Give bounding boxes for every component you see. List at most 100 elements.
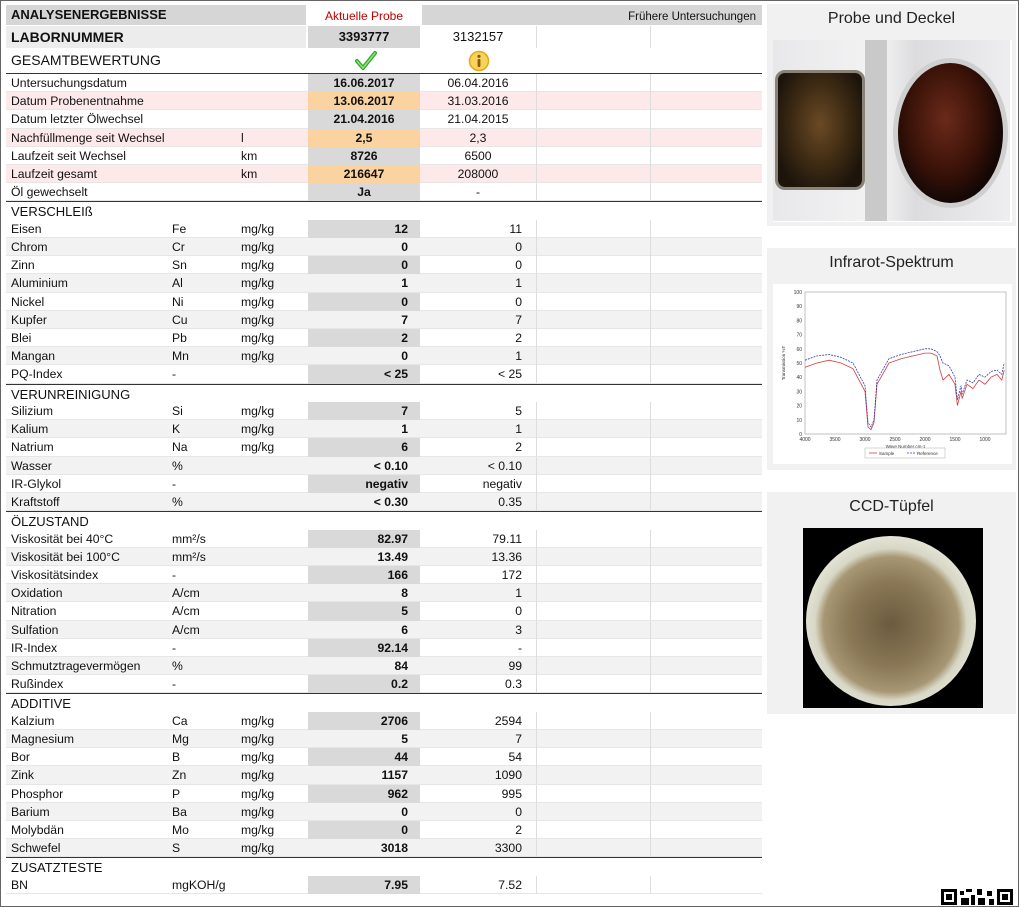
previous-value: < 0.10 xyxy=(487,458,522,473)
row-symbol: mgKOH/g xyxy=(172,877,226,892)
empty-cell xyxy=(650,164,762,183)
current-sample-label: Aktuelle Probe xyxy=(324,9,404,23)
empty-cell xyxy=(536,292,648,311)
current-value: 7 xyxy=(401,312,408,327)
zusatztests-rows: BN mgKOH/g 7.95 7.52 xyxy=(6,875,762,895)
current-value: 13.06.2017 xyxy=(308,92,420,111)
empty-cell xyxy=(650,256,762,275)
row-label: Mangan xyxy=(11,349,56,364)
previous-value: 1 xyxy=(515,422,522,437)
current-value: < 25 xyxy=(308,365,420,384)
row-label: IR-Index xyxy=(11,640,58,655)
x-tick-label: 1500 xyxy=(949,437,960,443)
ir-panel-title: Infrarot-Spektrum xyxy=(829,254,954,271)
row-label: Natrium xyxy=(11,440,54,455)
x-tick-label: 3000 xyxy=(859,437,870,443)
empty-cell xyxy=(650,110,762,129)
row-label: Viskosität bei 40°C xyxy=(11,531,114,546)
empty-cell xyxy=(650,529,762,548)
table-row: Chrom Cr mg/kg 0 0 xyxy=(6,238,762,257)
labnr-previous: 3132157 xyxy=(452,29,504,44)
row-label: Bor xyxy=(11,750,30,765)
empty-cell xyxy=(536,802,648,821)
previous-value: 54 xyxy=(508,750,522,765)
plot-area xyxy=(804,291,1007,435)
row-symbol: % xyxy=(172,458,183,473)
previous-value: 172 xyxy=(501,568,522,582)
row-symbol: mm²/s xyxy=(172,549,206,564)
empty-cell xyxy=(536,766,648,785)
y-tick-label: 100 xyxy=(794,290,803,296)
previous-value: 3300 xyxy=(494,841,522,856)
row-symbol: - xyxy=(172,568,177,582)
row-symbol: km xyxy=(241,166,258,181)
previous-value: 7 xyxy=(515,732,522,746)
row-unit: mg/kg xyxy=(241,841,275,856)
row-label: Sulfation xyxy=(11,622,59,637)
empty-cell xyxy=(536,365,648,384)
table-row: Oxidation A/cm 8 1 xyxy=(6,584,762,603)
table-row: Datum Probenentnahme 13.06.2017 31.03.2016 xyxy=(6,92,762,111)
row-label: Datum letzter Ölwechsel xyxy=(11,112,144,127)
info-icon xyxy=(468,50,490,72)
empty-cell xyxy=(650,128,762,147)
empty-column xyxy=(536,26,648,48)
row-symbol: % xyxy=(172,494,183,509)
row-unit: mg/kg xyxy=(241,221,275,236)
current-value: 166 xyxy=(308,566,420,585)
current-value: 6 xyxy=(401,622,408,637)
previous-value: 1 xyxy=(515,586,522,601)
previous-samples-label: Frühere Untersuchungen xyxy=(422,5,762,25)
row-symbol: km xyxy=(241,148,258,163)
current-value: 12 xyxy=(308,219,420,239)
row-symbol: l xyxy=(241,130,244,145)
report-title: ANALYSENERGEBNISSE xyxy=(6,5,306,25)
ir-chart-box: 0 10 20 30 40 50 60 70 80 90 100 4000 3500 3000 2500 20… xyxy=(773,284,1012,464)
row-symbol: - xyxy=(172,677,177,692)
table-row: Silizium Si mg/kg 7 5 xyxy=(6,402,762,421)
current-value: 1157 xyxy=(381,768,408,783)
table-row: Magnesium Mg mg/kg 5 7 xyxy=(6,730,762,749)
ir-spectrum-chart: 0 10 20 30 40 50 60 70 80 90 100 4000 3500 3000 2500 20… xyxy=(781,290,1007,459)
current-value: 0.2 xyxy=(308,675,420,694)
empty-cell xyxy=(536,730,648,748)
current-value: 5 xyxy=(308,602,420,621)
table-row: Viskosität bei 100°C mm²/s 13.49 13.36 xyxy=(6,547,762,566)
empty-column xyxy=(650,26,762,48)
row-unit: mg/kg xyxy=(241,713,275,728)
current-value: 2706 xyxy=(308,711,420,731)
current-value: 2 xyxy=(308,328,420,348)
table-row: Eisen Fe mg/kg 12 11 xyxy=(6,219,762,239)
empty-cell xyxy=(650,274,762,293)
empty-cell xyxy=(536,92,648,111)
empty-cell xyxy=(650,656,762,675)
check-icon xyxy=(355,51,377,70)
table-row: Öl gewechselt Ja - xyxy=(6,183,762,202)
empty-cell xyxy=(650,420,762,439)
previous-value: 2594 xyxy=(494,713,522,728)
y-axis-label: Transmission %T xyxy=(781,345,786,380)
row-symbol: S xyxy=(172,841,181,856)
table-row: Barium Ba mg/kg 0 0 xyxy=(6,802,762,821)
row-label: Aluminium xyxy=(11,276,68,291)
previous-value: 0.3 xyxy=(505,677,522,692)
row-label: Kupfer xyxy=(11,312,47,327)
current-value: 92.14 xyxy=(308,638,420,657)
x-tick-label: 2500 xyxy=(889,437,900,443)
previous-value: 5 xyxy=(515,404,522,418)
row-label: Kalzium xyxy=(11,713,55,728)
empty-cell xyxy=(650,784,762,803)
empty-cell xyxy=(536,656,648,675)
empty-cell xyxy=(650,492,762,511)
row-symbol: Pb xyxy=(172,330,187,345)
empty-cell xyxy=(536,274,648,293)
current-value: < 0.30 xyxy=(373,494,408,509)
row-unit: mg/kg xyxy=(241,822,275,837)
ccd-panel: CCD-Tüpfel xyxy=(767,492,1016,714)
y-tick-label: 10 xyxy=(796,418,802,424)
empty-cell xyxy=(536,328,648,347)
row-symbol: - xyxy=(172,367,177,382)
empty-cell xyxy=(536,310,648,329)
